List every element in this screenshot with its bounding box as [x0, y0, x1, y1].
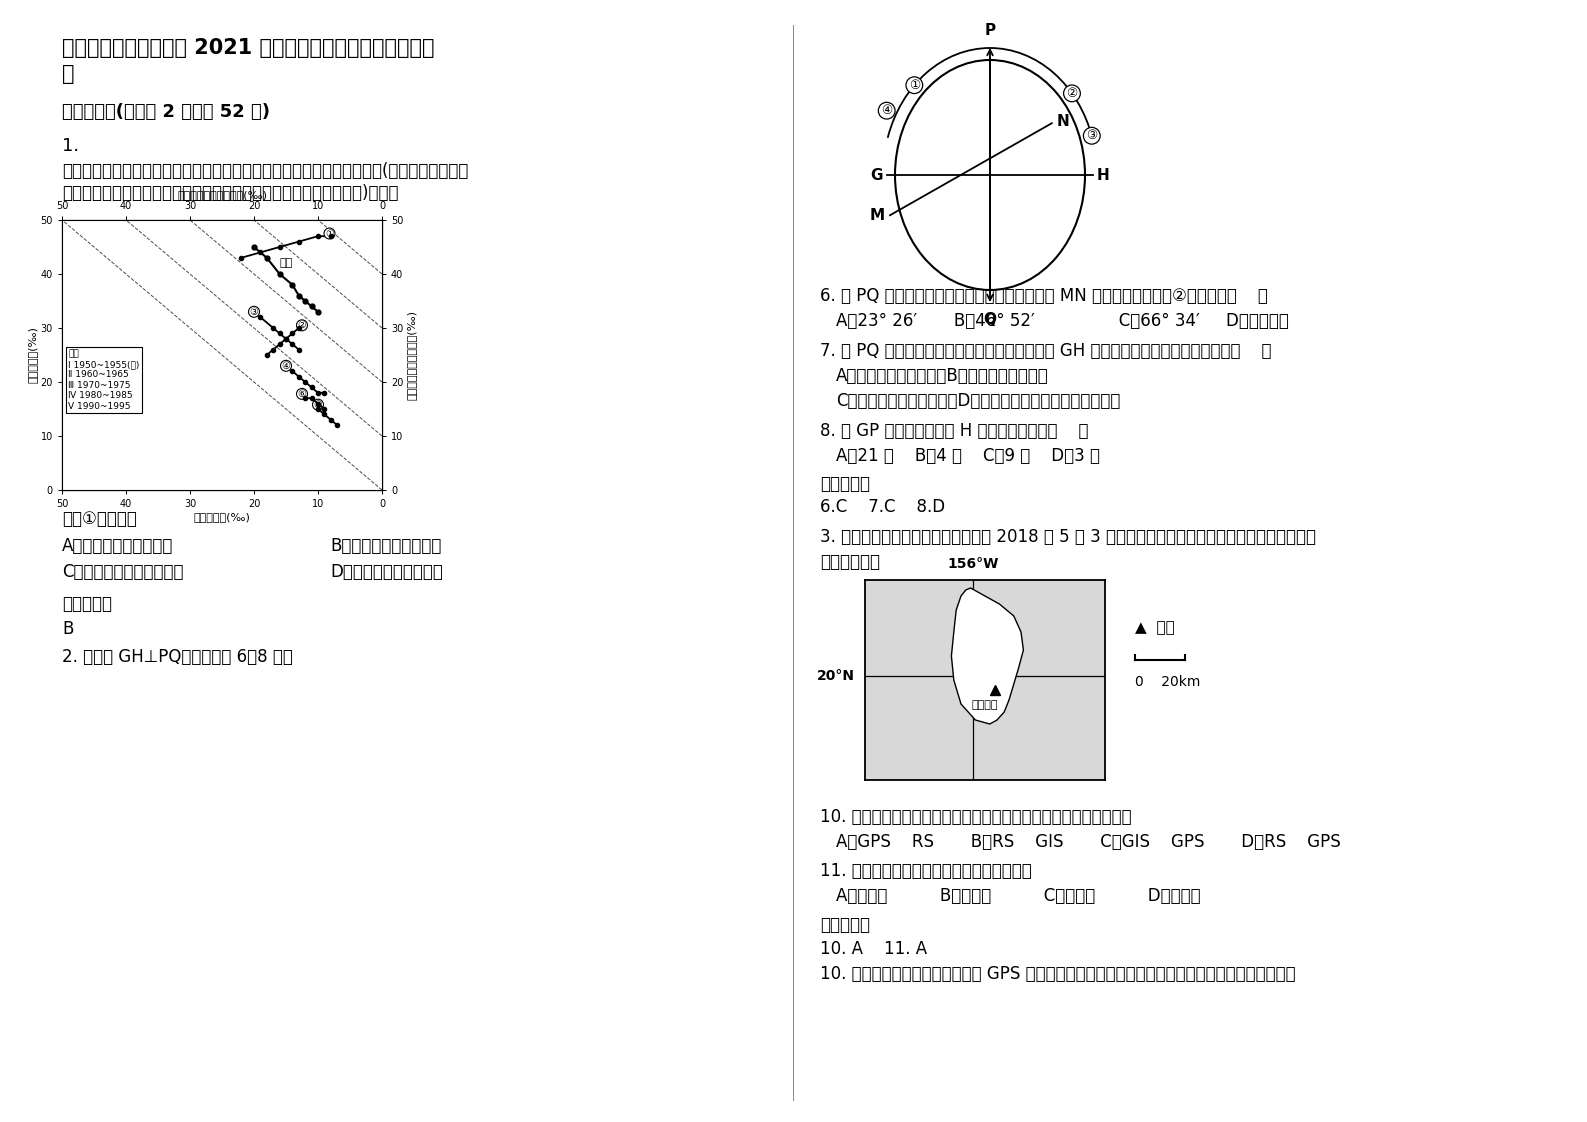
Text: N: N — [1057, 113, 1070, 129]
Text: A．23° 26′       B．46° 52′                C．66° 34′     D．不能确定: A．23° 26′ B．46° 52′ C．66° 34′ D．不能确定 — [836, 312, 1289, 330]
Text: 参考答案：: 参考答案： — [62, 595, 113, 613]
Text: 各代表一个地区，折线中的点按箭头方向依次表示各时段的人口情况)，回答: 各代表一个地区，折线中的点按箭头方向依次表示各时段的人口情况)，回答 — [62, 184, 398, 202]
Text: 20°N: 20°N — [817, 669, 855, 683]
Y-axis label: 年平均人口自然增长率(‰): 年平均人口自然增长率(‰) — [406, 310, 416, 401]
X-axis label: 人口死亡率(‰): 人口死亡率(‰) — [194, 512, 251, 522]
Text: B: B — [62, 620, 73, 638]
Text: P: P — [984, 22, 995, 38]
Text: 成下面小题。: 成下面小题。 — [820, 553, 881, 571]
Text: ①: ① — [909, 79, 920, 92]
Text: A．21 时    B．4 时    C．9 时    D．3 时: A．21 时 B．4 时 C．9 时 D．3 时 — [836, 447, 1100, 465]
Text: ②: ② — [1066, 86, 1078, 100]
Text: ④: ④ — [281, 361, 290, 370]
Text: A．亚洲的人口变化情况: A．亚洲的人口变化情况 — [62, 537, 173, 555]
Text: ③: ③ — [1086, 129, 1097, 142]
Text: 时段
Ⅰ 1950~1955(年)
Ⅱ 1960~1965
Ⅲ 1970~1975
Ⅳ 1980~1985
Ⅴ 1990~1995: 时段 Ⅰ 1950~1955(年) Ⅱ 1960~1965 Ⅲ 1970~197… — [68, 350, 140, 411]
Text: 10. 监测火山地区地壳移动和火山灰覆盖范围的地理信息技术分别是: 10. 监测火山地区地壳移动和火山灰覆盖范围的地理信息技术分别是 — [820, 808, 1132, 826]
Text: 1.: 1. — [62, 137, 79, 155]
Text: 云南省大理市宾川城中 2021 年高三地理下学期期末试题含解: 云南省大理市宾川城中 2021 年高三地理下学期期末试题含解 — [62, 38, 435, 58]
Y-axis label: 人口出生率(‰): 人口出生率(‰) — [29, 327, 38, 384]
Text: 10. A    11. A: 10. A 11. A — [820, 940, 927, 958]
X-axis label: 年平均人口自然增长率(‰): 年平均人口自然增长率(‰) — [178, 191, 267, 200]
Text: A．GPS    RS       B．RS    GIS       C．GIS    GPS       D．RS    GPS: A．GPS RS B．RS GIS C．GIS GPS D．RS GPS — [836, 833, 1341, 850]
Text: 一、选择题(每小题 2 分，共 52 分): 一、选择题(每小题 2 分，共 52 分) — [62, 103, 270, 121]
Text: 参考答案：: 参考答案： — [820, 916, 870, 934]
Text: 基拉韦厄: 基拉韦厄 — [971, 700, 998, 710]
Text: ③: ③ — [249, 306, 259, 316]
Text: ▲  火山: ▲ 火山 — [1135, 620, 1174, 635]
Text: ②: ② — [298, 320, 306, 330]
Text: ①: ① — [325, 229, 333, 239]
Text: 6. 若 PQ 为地轴，一年中太阳直射点总是在图中 MN 所示平面上，则角②的度数是（    ）: 6. 若 PQ 为地轴，一年中太阳直射点总是在图中 MN 所示平面上，则角②的度… — [820, 287, 1268, 305]
Text: G: G — [871, 167, 882, 183]
Text: 参考答案：: 参考答案： — [820, 475, 870, 493]
Text: Q: Q — [984, 312, 997, 327]
Text: H: H — [1097, 167, 1109, 183]
Text: D．欧洲的人口变化情况: D．欧洲的人口变化情况 — [330, 563, 443, 581]
Text: 6.C    7.C    8.D: 6.C 7.C 8.D — [820, 498, 946, 516]
Text: 2. 下图中 GH⊥PQ，据此完成 6～8 题。: 2. 下图中 GH⊥PQ，据此完成 6～8 题。 — [62, 649, 294, 666]
Text: ⑥: ⑥ — [298, 389, 306, 399]
Text: A．西南方          B．东南方          C．东北方          D．西北方: A．西南方 B．东南方 C．东北方 D．西北方 — [836, 888, 1201, 905]
Text: C．春节时北京均温升高；D．里约热内卢气温的年际变化增大: C．春节时北京均温升高；D．里约热内卢气温的年际变化增大 — [836, 392, 1120, 410]
Text: B．非洲的人口变化情况: B．非洲的人口变化情况 — [330, 537, 441, 555]
Text: 折线①表示的是: 折线①表示的是 — [62, 511, 136, 528]
Text: 10. 监测火山地区地壳移动，需要 GPS 技术，进行精确定位。监测火山灰覆盖范围的地理信息技术是: 10. 监测火山地区地壳移动，需要 GPS 技术，进行精确定位。监测火山灰覆盖范… — [820, 965, 1295, 983]
Text: ④: ④ — [881, 104, 892, 117]
Text: 11. 基拉韦厄火山喷发的火山灰绝大部分飘向: 11. 基拉韦厄火山喷发的火山灰绝大部分飘向 — [820, 862, 1032, 880]
Text: 3. 美国夏威夷岛上的基拉韦厄火山自 2018 年 5 月 3 日开始持续喷发了数月，产生了大量火山灰。完: 3. 美国夏威夷岛上的基拉韦厄火山自 2018 年 5 月 3 日开始持续喷发了… — [820, 528, 1316, 546]
Text: 156°W: 156°W — [947, 557, 998, 571]
Text: ⑤: ⑤ — [314, 399, 322, 410]
Text: M: M — [870, 208, 886, 223]
Text: 0    20km: 0 20km — [1135, 675, 1200, 689]
Text: 读世界及亚洲、非洲、欧洲、北美、拉丁美洲、大洋洲的人口变化统计图(图中的每一条折线: 读世界及亚洲、非洲、欧洲、北美、拉丁美洲、大洋洲的人口变化统计图(图中的每一条折… — [62, 162, 468, 180]
Text: 7. 若 PQ 为地轴，一年中太阳直射点总是在图中 GH 所示平面上，下列变化可信的是（    ）: 7. 若 PQ 为地轴，一年中太阳直射点总是在图中 GH 所示平面上，下列变化可… — [820, 342, 1271, 360]
Text: 世界: 世界 — [279, 258, 294, 268]
Text: A．全球极夜范围扩大；B．全球极昼范围扩大: A．全球极夜范围扩大；B．全球极昼范围扩大 — [836, 367, 1049, 385]
Polygon shape — [951, 588, 1024, 724]
Text: C．大洋洲的人口变化情况: C．大洋洲的人口变化情况 — [62, 563, 184, 581]
Text: 8. 若 GP 弧表示夜弧，则 H 点的日出时间为（    ）: 8. 若 GP 弧表示夜弧，则 H 点的日出时间为（ ） — [820, 422, 1089, 440]
Text: 析: 析 — [62, 64, 75, 84]
